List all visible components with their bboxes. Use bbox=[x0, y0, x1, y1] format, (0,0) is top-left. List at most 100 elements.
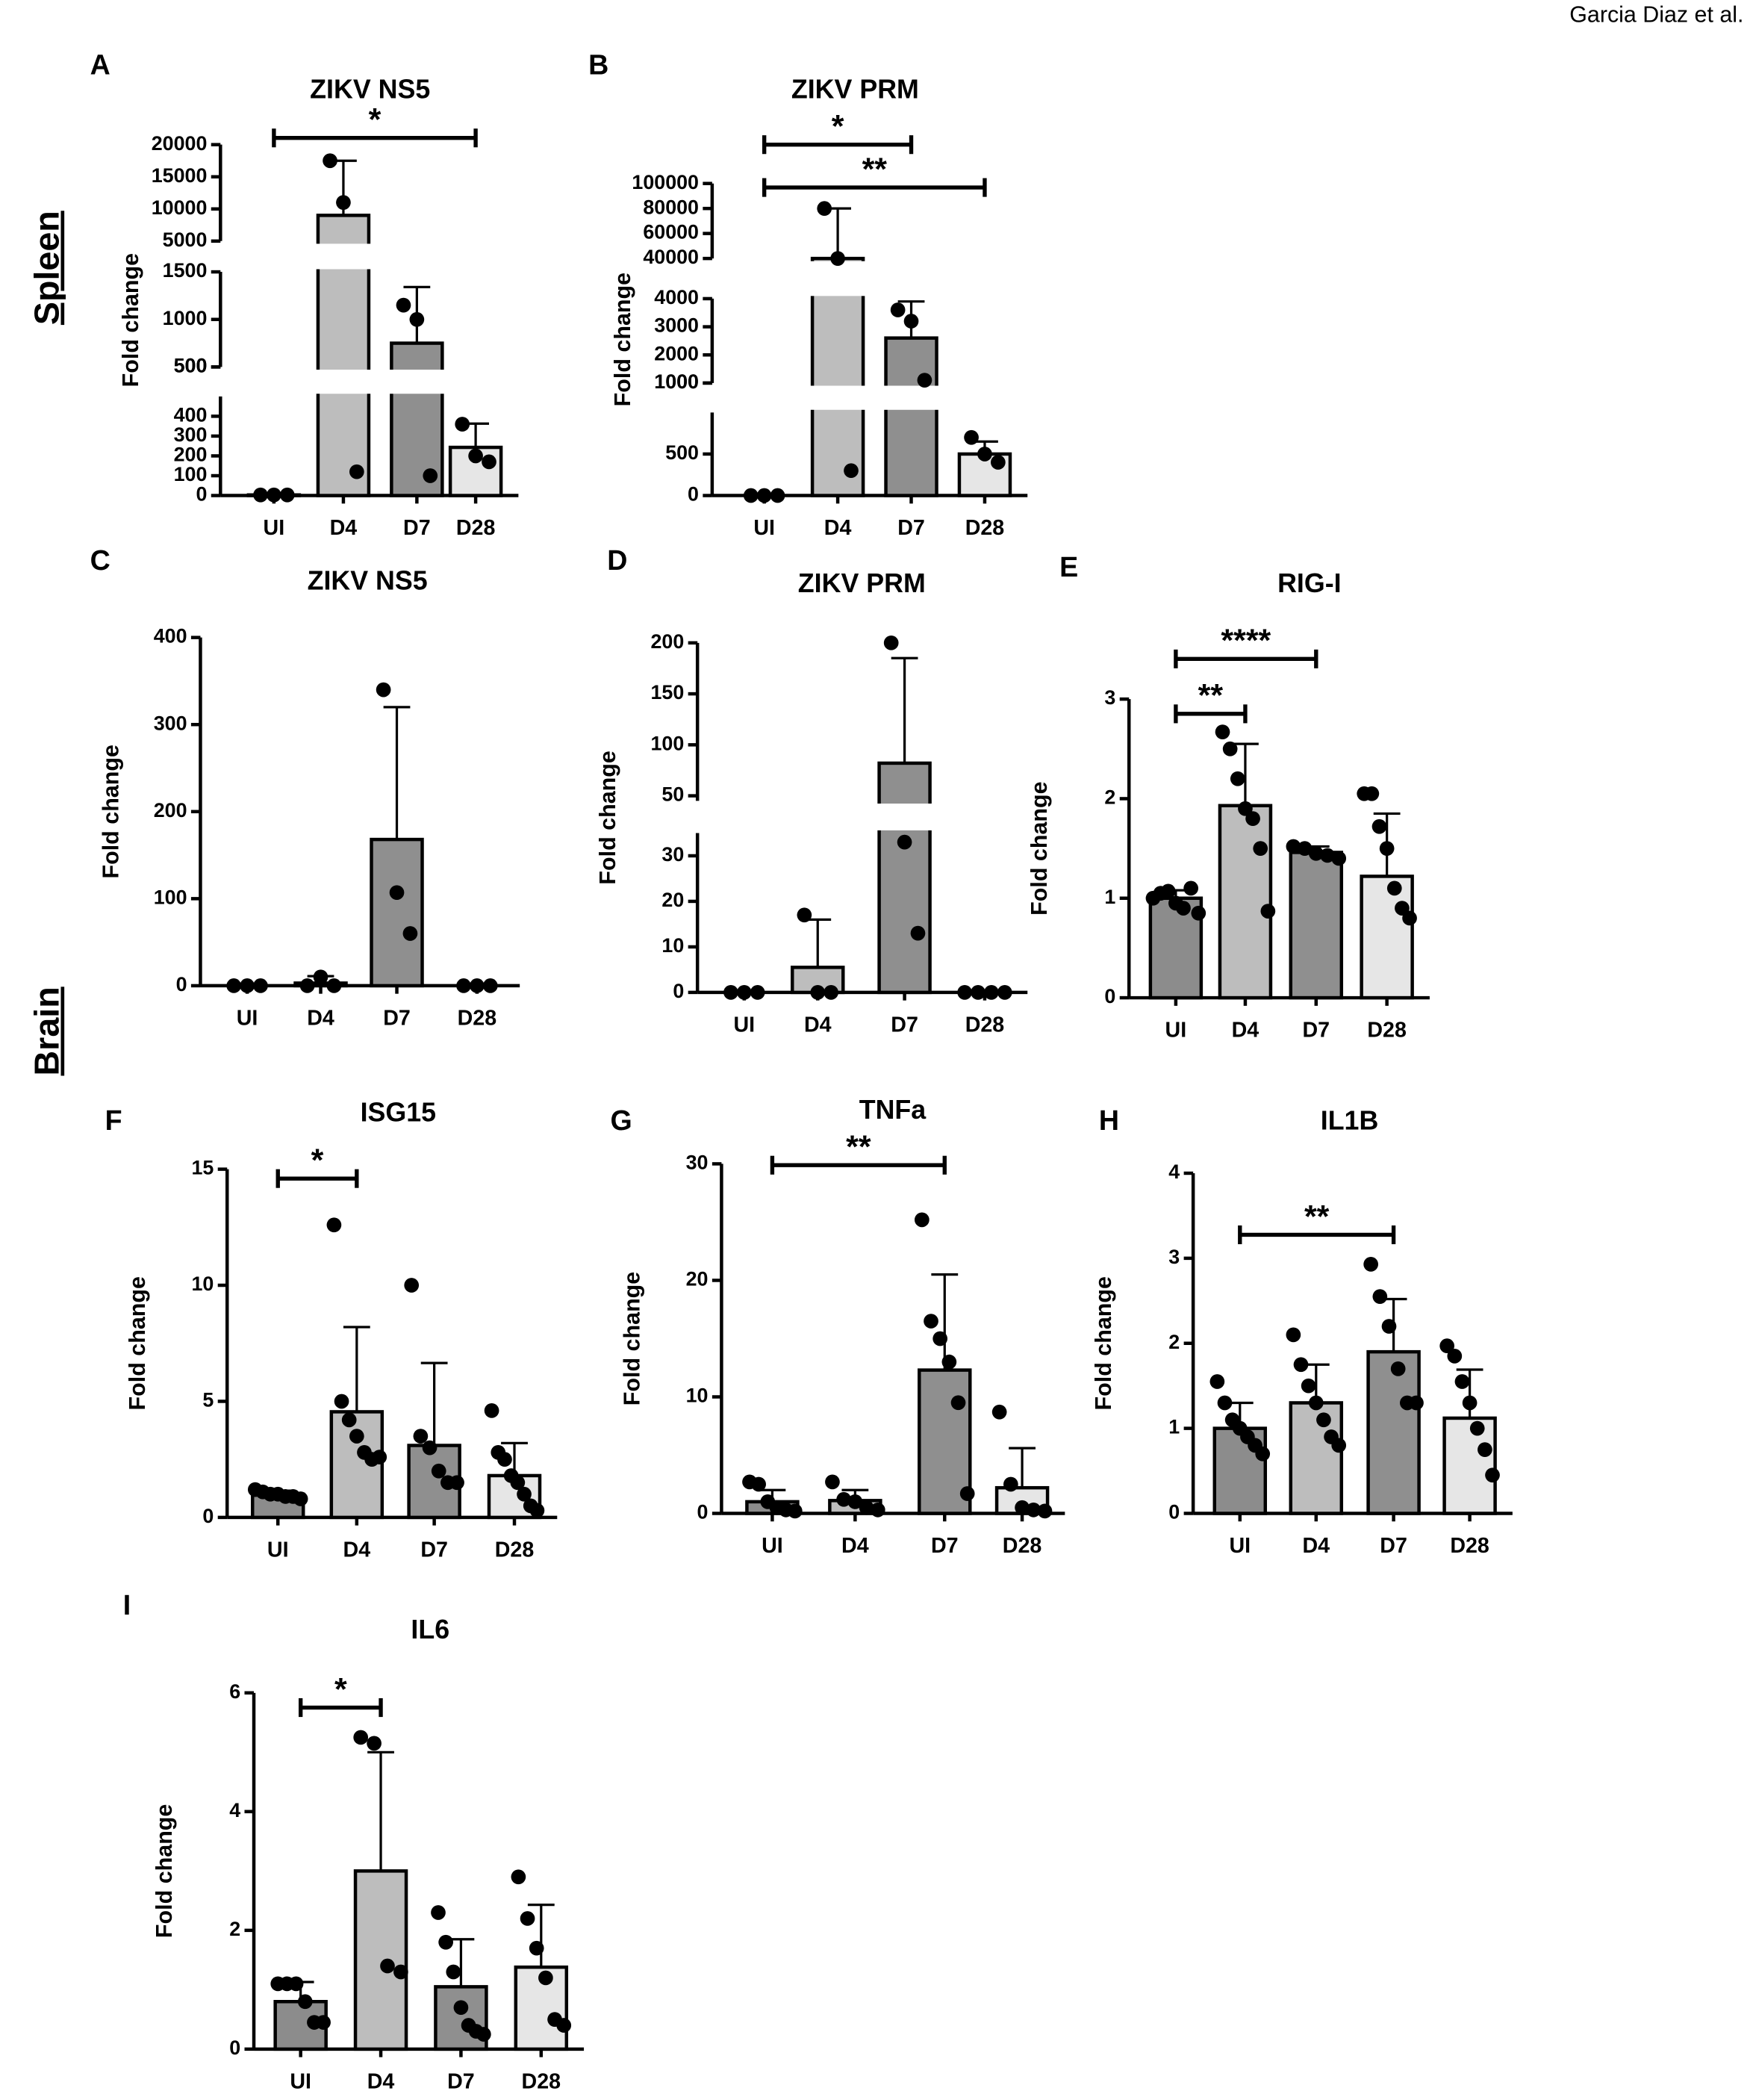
data-point bbox=[915, 1212, 930, 1228]
y-tick-label: 10 bbox=[661, 934, 684, 957]
x-tick-label: D7 bbox=[420, 1538, 448, 1562]
data-point bbox=[1395, 901, 1410, 916]
data-point bbox=[723, 985, 738, 1000]
data-point bbox=[1462, 1395, 1478, 1411]
y-tick-label: 3 bbox=[1168, 1246, 1180, 1268]
y-tick-label: 10000 bbox=[152, 196, 208, 219]
data-point bbox=[844, 463, 859, 479]
data-point bbox=[476, 2027, 491, 2042]
data-point bbox=[1238, 801, 1253, 816]
data-point bbox=[810, 985, 826, 1000]
data-point bbox=[455, 417, 470, 432]
data-point bbox=[1286, 1327, 1301, 1343]
data-point bbox=[910, 925, 926, 941]
data-point bbox=[323, 153, 337, 169]
significance-label: ** bbox=[1198, 678, 1224, 714]
data-point bbox=[1160, 883, 1176, 899]
bar bbox=[1442, 1416, 1497, 1515]
x-tick-label: D7 bbox=[931, 1534, 959, 1558]
data-point bbox=[353, 1730, 369, 1745]
x-tick-label: D28 bbox=[456, 516, 496, 540]
data-point bbox=[497, 1452, 512, 1467]
y-tick-label: 4000 bbox=[654, 286, 699, 308]
data-point bbox=[380, 1958, 395, 1974]
data-point bbox=[453, 2000, 469, 2016]
y-axis-label: Fold change bbox=[125, 1276, 150, 1410]
chart-title: ZIKV NS5 bbox=[308, 566, 428, 596]
y-tick-label: 1000 bbox=[654, 370, 699, 393]
panel-letter: H bbox=[1099, 1105, 1119, 1136]
data-point bbox=[1478, 1442, 1492, 1457]
y-tick-label: 20 bbox=[686, 1268, 709, 1290]
data-point bbox=[293, 1491, 308, 1506]
y-tick-label: 2 bbox=[1168, 1331, 1180, 1353]
data-point bbox=[1308, 845, 1324, 861]
x-tick-label: D7 bbox=[447, 2069, 475, 2093]
y-tick-label: 1000 bbox=[654, 370, 699, 393]
y-tick-label: 0 bbox=[176, 973, 187, 995]
data-point bbox=[787, 1503, 803, 1519]
data-point bbox=[1386, 880, 1402, 896]
significance-label: ** bbox=[846, 1129, 871, 1165]
x-tick-label: D28 bbox=[495, 1538, 535, 1562]
data-point bbox=[1308, 1395, 1324, 1411]
header: Garcia Diaz et al. bbox=[1569, 2, 1743, 28]
y-tick-label: 100000 bbox=[632, 171, 699, 193]
chart-title: ZIKV PRM bbox=[798, 568, 926, 598]
y-tick-label: 200 bbox=[174, 444, 208, 466]
data-point bbox=[1293, 1357, 1309, 1373]
x-tick-label: UI bbox=[1165, 1018, 1187, 1042]
data-point bbox=[349, 1429, 364, 1444]
y-tick-label: 2 bbox=[1104, 786, 1115, 809]
data-point bbox=[797, 907, 812, 923]
data-point bbox=[1364, 786, 1380, 801]
x-tick-label: D28 bbox=[965, 1013, 1005, 1037]
panel-letter: D bbox=[607, 544, 627, 576]
data-point bbox=[449, 1475, 464, 1491]
data-point bbox=[402, 926, 418, 941]
data-point bbox=[511, 1869, 526, 1885]
y-tick-label: 60000 bbox=[643, 221, 699, 243]
x-tick-label: D28 bbox=[458, 1006, 497, 1030]
chart-title: TNFa bbox=[859, 1095, 927, 1125]
data-point bbox=[482, 454, 496, 470]
x-tick-label: D7 bbox=[383, 1006, 411, 1030]
data-point bbox=[1191, 905, 1206, 921]
data-point bbox=[482, 978, 498, 993]
chart-title: IL1B bbox=[1321, 1105, 1379, 1135]
axis-break bbox=[809, 261, 866, 296]
data-point bbox=[941, 1354, 957, 1370]
x-tick-label: UI bbox=[237, 1006, 258, 1030]
data-point bbox=[341, 1412, 357, 1428]
chart-title: ISG15 bbox=[361, 1098, 436, 1128]
data-point bbox=[468, 448, 483, 464]
y-tick-label: 400 bbox=[174, 403, 208, 426]
data-point bbox=[1379, 841, 1395, 856]
y-tick-label: 20 bbox=[661, 889, 684, 911]
x-tick-label: D7 bbox=[897, 516, 925, 540]
x-tick-label: UI bbox=[267, 1538, 289, 1562]
y-tick-label: 400 bbox=[154, 625, 187, 647]
data-point bbox=[1297, 841, 1313, 856]
data-point bbox=[253, 978, 268, 993]
data-point bbox=[977, 447, 992, 462]
data-point bbox=[859, 1500, 874, 1515]
x-tick-label: D4 bbox=[1302, 1534, 1330, 1558]
y-tick-label: 30 bbox=[661, 843, 684, 866]
data-point bbox=[1222, 741, 1238, 757]
data-point bbox=[517, 1486, 532, 1502]
data-point bbox=[964, 429, 979, 445]
y-tick-label: 10 bbox=[686, 1385, 709, 1407]
data-point bbox=[336, 195, 351, 211]
row-label: Brain bbox=[28, 987, 66, 1075]
y-tick-label: 150 bbox=[651, 681, 685, 703]
y-tick-label: 0 bbox=[1104, 985, 1115, 1007]
data-point bbox=[932, 1331, 948, 1346]
x-tick-label: D7 bbox=[1302, 1018, 1330, 1042]
y-axis-label: Fold change bbox=[118, 253, 143, 387]
chart-title: IL6 bbox=[411, 1615, 449, 1644]
data-point bbox=[446, 1964, 461, 1980]
data-point bbox=[823, 985, 838, 1000]
y-tick-label: 500 bbox=[174, 354, 208, 376]
